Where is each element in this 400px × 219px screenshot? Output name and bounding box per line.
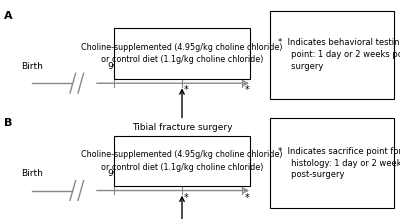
Text: Birth: Birth [21,170,43,178]
Bar [114,28,250,79]
Text: *: * [245,85,250,95]
Text: Choline-supplemented (4.95g/kg choline chloride)
or control diet (1.1g/kg cholin: Choline-supplemented (4.95g/kg choline c… [81,43,283,64]
Text: 9w: 9w [108,170,120,178]
Text: *: * [184,193,188,203]
Text: *: * [184,85,188,95]
Text: Tibial fracture surgery: Tibial fracture surgery [132,123,232,132]
Text: 12w: 12w [173,62,191,71]
Text: 12w: 12w [173,170,191,178]
Text: 9w: 9w [108,62,120,71]
Text: *: * [245,193,250,203]
Text: *  Indicates behavioral testing
     point: 1 day or 2 weeks post-
     surgery: * Indicates behavioral testing point: 1 … [278,39,400,71]
Text: A: A [4,11,13,21]
Text: *  Indicates sacrifice point for
     histology: 1 day or 2 weeks
     post-surg: * Indicates sacrifice point for histolog… [278,147,400,179]
Bar [114,136,250,186]
Bar [270,118,394,208]
Text: Birth: Birth [21,62,43,71]
Text: B: B [4,118,12,128]
Text: 14w: 14w [233,62,251,71]
Text: Choline-supplemented (4.95g/kg choline chloride)
or control diet (1.1g/kg cholin: Choline-supplemented (4.95g/kg choline c… [81,150,283,172]
Bar [270,11,394,99]
Text: 14w: 14w [233,170,251,178]
